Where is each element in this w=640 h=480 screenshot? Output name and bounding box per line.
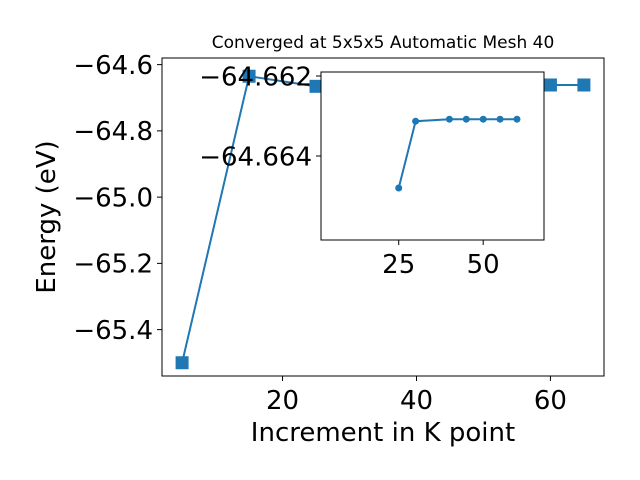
- main-y-tick-label: −65.2: [73, 250, 153, 280]
- inset-x-tick-label: 25: [382, 250, 415, 280]
- main-data-point: [242, 69, 256, 83]
- x-axis-label: Increment in K point: [251, 418, 515, 448]
- inset-y-tick-label: −64.662: [199, 62, 312, 92]
- inset-data-point: [496, 115, 504, 123]
- inset-x-tick-label: 50: [467, 250, 500, 280]
- main-y-tick-label: −65.4: [73, 316, 153, 346]
- inset-data-point: [479, 115, 487, 123]
- chart-title: Converged at 5x5x5 Automatic Mesh 40: [212, 33, 555, 53]
- main-data-point: [175, 356, 189, 370]
- main-y-tick-label: −64.8: [73, 117, 153, 147]
- inset-y-ticks: −64.664 −64.662: [199, 62, 321, 172]
- main-data-point: [543, 78, 557, 92]
- inset-background: [321, 72, 544, 240]
- inset-data-point: [445, 115, 453, 123]
- inset-data-point: [395, 184, 403, 192]
- main-data-point: [309, 79, 323, 93]
- inset-data-point: [412, 117, 420, 125]
- main-plot-frame: [161, 57, 605, 377]
- inset-data-point: [462, 115, 470, 123]
- main-x-tick-label: 40: [400, 386, 433, 416]
- inset-series: [395, 115, 521, 192]
- main-y-ticks: −65.4 −65.2 −65.0 −64.8 −64.6: [73, 51, 162, 346]
- main-x-tick-label: 20: [266, 386, 299, 416]
- inset-axes: 25 50 −64.664 −64.662: [199, 62, 545, 280]
- inset-x-ticks: 25 50: [382, 240, 500, 280]
- main-data-point: [577, 78, 591, 92]
- main-y-tick-label: −65.0: [73, 183, 153, 213]
- main-x-tick-label: 60: [534, 386, 567, 416]
- main-x-ticks: 20 40 60: [266, 376, 567, 416]
- inset-y-tick-label: −64.664: [199, 142, 312, 172]
- y-axis-label: Energy (eV): [32, 140, 62, 293]
- inset-data-point: [513, 115, 521, 123]
- main-y-tick-label: −64.6: [73, 51, 153, 81]
